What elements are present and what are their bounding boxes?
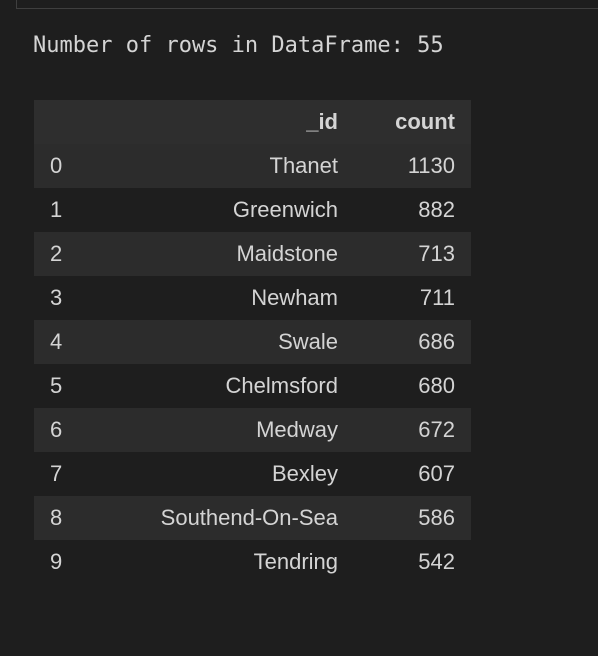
row-count: 672 xyxy=(354,408,471,452)
row-id: Thanet xyxy=(84,144,354,188)
row-count: 1130 xyxy=(354,144,471,188)
row-index: 3 xyxy=(34,276,84,320)
table-row: 6 Medway 672 xyxy=(34,408,471,452)
table-row: 8 Southend-On-Sea 586 xyxy=(34,496,471,540)
row-id: Newham xyxy=(84,276,354,320)
row-index: 6 xyxy=(34,408,84,452)
row-index: 4 xyxy=(34,320,84,364)
dataframe-table: _id count 0 Thanet 1130 1 Greenwich 882 … xyxy=(34,100,471,584)
table-row: 7 Bexley 607 xyxy=(34,452,471,496)
row-id: Tendring xyxy=(84,540,354,584)
id-column-header: _id xyxy=(84,100,354,144)
row-id: Medway xyxy=(84,408,354,452)
table-row: 9 Tendring 542 xyxy=(34,540,471,584)
row-index: 7 xyxy=(34,452,84,496)
row-count: 882 xyxy=(354,188,471,232)
table-row: 5 Chelmsford 680 xyxy=(34,364,471,408)
table-row: 2 Maidstone 713 xyxy=(34,232,471,276)
row-id: Bexley xyxy=(84,452,354,496)
table-row: 3 Newham 711 xyxy=(34,276,471,320)
row-count: 713 xyxy=(354,232,471,276)
cell-border xyxy=(16,0,598,9)
row-index: 5 xyxy=(34,364,84,408)
row-id: Maidstone xyxy=(84,232,354,276)
table-row: 1 Greenwich 882 xyxy=(34,188,471,232)
table-row: 4 Swale 686 xyxy=(34,320,471,364)
row-id: Greenwich xyxy=(84,188,354,232)
table-header-row: _id count xyxy=(34,100,471,144)
stdout-text: Number of rows in DataFrame: 55 xyxy=(33,33,444,58)
row-count: 542 xyxy=(354,540,471,584)
row-count: 586 xyxy=(354,496,471,540)
row-count: 686 xyxy=(354,320,471,364)
row-id: Swale xyxy=(84,320,354,364)
index-header xyxy=(34,100,84,144)
row-id: Southend-On-Sea xyxy=(84,496,354,540)
row-count: 680 xyxy=(354,364,471,408)
count-column-header: count xyxy=(354,100,471,144)
table-row: 0 Thanet 1130 xyxy=(34,144,471,188)
row-count: 711 xyxy=(354,276,471,320)
row-index: 1 xyxy=(34,188,84,232)
row-count: 607 xyxy=(354,452,471,496)
row-index: 2 xyxy=(34,232,84,276)
row-index: 8 xyxy=(34,496,84,540)
row-id: Chelmsford xyxy=(84,364,354,408)
row-index: 0 xyxy=(34,144,84,188)
row-index: 9 xyxy=(34,540,84,584)
